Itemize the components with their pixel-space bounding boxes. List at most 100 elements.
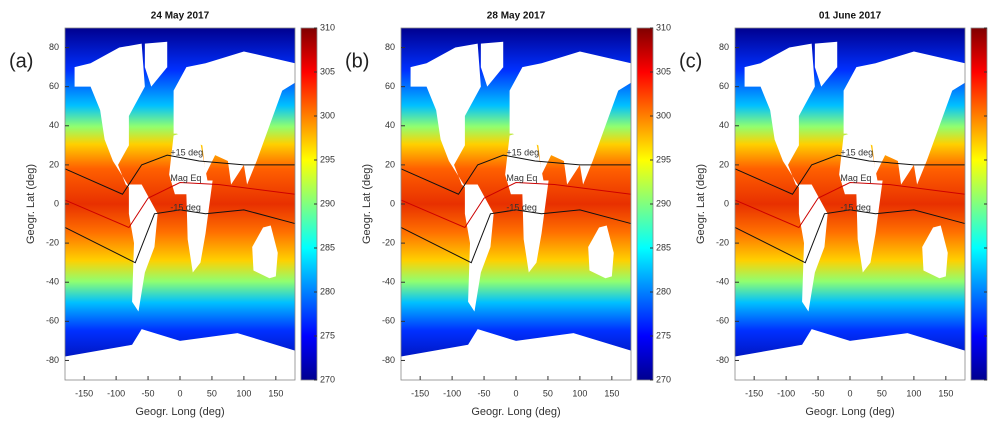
colorbar-tick-label: 280 <box>320 286 335 296</box>
colorbar-tick-label: 285 <box>656 242 671 252</box>
x-tick-label: 0 <box>847 388 852 398</box>
y-tick-label: 60 <box>719 81 729 91</box>
land <box>410 43 481 189</box>
y-tick-label: -60 <box>716 316 729 326</box>
y-tick-label: 40 <box>385 120 395 130</box>
x-tick-label: -150 <box>75 388 93 398</box>
panel: +15 deg Mag Eq -15 deg -150 -100 -50 0 50 100 150… <box>345 11 671 418</box>
x-tick-label: -50 <box>478 388 491 398</box>
mag-line <box>64 154 295 195</box>
x-tick-label: -100 <box>777 388 795 398</box>
y-tick-label: 60 <box>385 81 395 91</box>
y-tick-label: 40 <box>49 120 59 130</box>
x-tick-label: 50 <box>543 388 553 398</box>
chart-title: 01 June 2017 <box>819 11 882 22</box>
panel-label: (b) <box>345 50 369 72</box>
annotation: Mag Eq <box>506 173 537 183</box>
land <box>843 51 965 185</box>
x-tick-label: 0 <box>177 388 182 398</box>
x-tick-label: 150 <box>938 388 953 398</box>
y-tick-label: 0 <box>724 198 729 208</box>
colorbar-tick-label: 310 <box>320 22 335 32</box>
x-tick-label: 50 <box>877 388 887 398</box>
y-tick-label: 20 <box>49 159 59 169</box>
annotation: +15 deg <box>506 148 539 158</box>
colorbar-tick-label: 275 <box>656 330 671 340</box>
chart-title: 28 May 2017 <box>487 11 546 22</box>
land <box>509 51 631 185</box>
mag-line <box>734 181 966 229</box>
annotation: -15 deg <box>506 202 537 212</box>
land <box>144 41 168 87</box>
x-tick-label: 150 <box>604 388 619 398</box>
mag-line <box>400 181 632 229</box>
y-axis-label: Geogr. Lat (deg) <box>361 164 373 244</box>
land <box>74 43 145 189</box>
colorbar-tick-label: 300 <box>656 110 671 120</box>
y-tick-label: 0 <box>390 198 395 208</box>
panel: +15 deg Mag Eq -15 deg -150 -100 -50 0 50 100 150… <box>9 11 335 418</box>
land <box>169 131 213 273</box>
chart-title: 24 May 2017 <box>151 11 210 22</box>
mag-line <box>400 209 632 264</box>
y-tick-label: -20 <box>382 237 395 247</box>
x-tick-label: -100 <box>107 388 125 398</box>
colorbar-tick-label: 310 <box>656 22 671 32</box>
colorbar-tick-label: 285 <box>320 242 335 252</box>
y-tick-label: 20 <box>385 159 395 169</box>
land <box>480 41 504 87</box>
land <box>252 225 278 279</box>
colorbar-tick-label: 290 <box>656 198 671 208</box>
panel-label: (a) <box>9 50 33 72</box>
y-tick-label: -20 <box>716 237 729 247</box>
colorbar-tick-label: 295 <box>656 154 671 164</box>
mag-line <box>734 154 965 195</box>
colorbar-tick-label: 270 <box>656 374 671 384</box>
land <box>839 131 883 273</box>
land <box>744 43 815 189</box>
land <box>814 41 838 87</box>
y-tick-label: -60 <box>382 316 395 326</box>
x-tick-label: -100 <box>443 388 461 398</box>
y-tick-label: 0 <box>54 198 59 208</box>
y-tick-label: -80 <box>382 355 395 365</box>
land <box>65 329 295 380</box>
x-tick-label: -150 <box>411 388 429 398</box>
land <box>173 51 295 185</box>
y-tick-label: -40 <box>382 277 395 287</box>
colorbar-tick-label: 295 <box>320 154 335 164</box>
colorbar-tick-label: 305 <box>320 66 335 76</box>
y-tick-label: -60 <box>46 316 59 326</box>
annotation: +15 deg <box>170 148 203 158</box>
x-tick-label: 100 <box>906 388 921 398</box>
mag-line <box>400 154 631 195</box>
y-tick-label: 20 <box>719 159 729 169</box>
colorbar-tick-label: 300 <box>320 110 335 120</box>
panel: +15 deg Mag Eq -15 deg -150 -100 -50 0 50 100 150… <box>679 11 988 418</box>
y-tick-label: 60 <box>49 81 59 91</box>
x-tick-label: 50 <box>207 388 217 398</box>
x-tick-label: 100 <box>572 388 587 398</box>
panel-label: (c) <box>679 50 702 72</box>
x-axis-label: Geogr. Long (deg) <box>135 406 224 418</box>
colorbar-tick-label: 270 <box>320 374 335 384</box>
x-tick-label: -50 <box>812 388 825 398</box>
y-tick-label: 40 <box>719 120 729 130</box>
colorbar-tick-label: 305 <box>656 66 671 76</box>
x-tick-label: -150 <box>745 388 763 398</box>
annotation: -15 deg <box>840 202 871 212</box>
y-tick-label: -80 <box>716 355 729 365</box>
y-axis-label: Geogr. Lat (deg) <box>25 164 37 244</box>
mag-line <box>734 209 966 264</box>
y-tick-label: 80 <box>385 42 395 52</box>
land <box>922 225 948 279</box>
land <box>505 131 549 273</box>
x-axis-label: Geogr. Long (deg) <box>805 406 894 418</box>
land <box>401 329 631 380</box>
y-axis-label: Geogr. Lat (deg) <box>695 164 707 244</box>
land <box>735 329 965 380</box>
colorbar-tick-label: 275 <box>320 330 335 340</box>
y-tick-label: -40 <box>716 277 729 287</box>
annotation: Mag Eq <box>840 173 871 183</box>
